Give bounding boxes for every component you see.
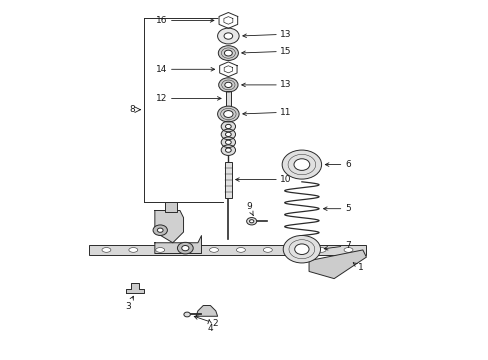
Ellipse shape: [221, 121, 235, 132]
Ellipse shape: [153, 225, 167, 235]
Ellipse shape: [344, 248, 352, 252]
Polygon shape: [219, 62, 237, 77]
Text: 5: 5: [323, 204, 350, 213]
Ellipse shape: [249, 220, 253, 223]
Text: 4: 4: [207, 320, 213, 333]
Ellipse shape: [225, 132, 231, 136]
Bar: [225, 91, 230, 106]
Ellipse shape: [263, 248, 272, 252]
Text: 11: 11: [243, 108, 291, 117]
Ellipse shape: [224, 50, 232, 56]
Text: 9: 9: [245, 202, 253, 216]
Text: 16: 16: [156, 16, 213, 25]
Polygon shape: [155, 235, 201, 253]
Text: 7: 7: [324, 241, 350, 250]
Text: 14: 14: [156, 65, 214, 74]
Text: 6: 6: [325, 160, 350, 169]
Ellipse shape: [221, 137, 235, 148]
Bar: [164, 202, 177, 212]
Ellipse shape: [218, 46, 238, 60]
Ellipse shape: [217, 106, 239, 122]
Text: 2: 2: [194, 316, 218, 328]
Ellipse shape: [225, 125, 231, 129]
Ellipse shape: [102, 248, 111, 252]
Ellipse shape: [128, 248, 138, 252]
Text: 15: 15: [241, 47, 291, 56]
Ellipse shape: [177, 242, 193, 254]
Ellipse shape: [217, 28, 239, 44]
Polygon shape: [219, 13, 237, 28]
Text: 8: 8: [129, 105, 135, 114]
Text: 13: 13: [241, 80, 291, 89]
Polygon shape: [155, 211, 183, 243]
Bar: [224, 162, 231, 198]
Polygon shape: [196, 306, 217, 316]
Ellipse shape: [282, 150, 321, 179]
Ellipse shape: [221, 129, 235, 140]
Ellipse shape: [155, 248, 164, 252]
Ellipse shape: [224, 82, 231, 87]
Polygon shape: [126, 283, 144, 293]
Text: 3: 3: [125, 296, 133, 311]
Ellipse shape: [223, 111, 233, 117]
Text: 10: 10: [235, 175, 291, 184]
Ellipse shape: [283, 235, 320, 263]
Polygon shape: [224, 66, 232, 73]
Ellipse shape: [157, 228, 163, 232]
Text: 12: 12: [156, 94, 221, 103]
Ellipse shape: [225, 148, 231, 152]
Ellipse shape: [246, 217, 256, 225]
Polygon shape: [224, 17, 232, 24]
Ellipse shape: [224, 33, 232, 39]
Ellipse shape: [183, 312, 190, 317]
Ellipse shape: [209, 248, 218, 252]
Bar: [88, 244, 366, 255]
Ellipse shape: [294, 244, 308, 255]
Ellipse shape: [236, 248, 245, 252]
Ellipse shape: [293, 159, 309, 170]
Ellipse shape: [225, 140, 231, 144]
Ellipse shape: [221, 145, 235, 156]
Ellipse shape: [218, 78, 238, 92]
Ellipse shape: [290, 248, 299, 252]
Ellipse shape: [317, 248, 325, 252]
Ellipse shape: [182, 248, 191, 252]
Text: 13: 13: [243, 30, 291, 39]
Polygon shape: [308, 250, 366, 279]
Ellipse shape: [182, 246, 188, 251]
Text: 1: 1: [352, 263, 363, 273]
